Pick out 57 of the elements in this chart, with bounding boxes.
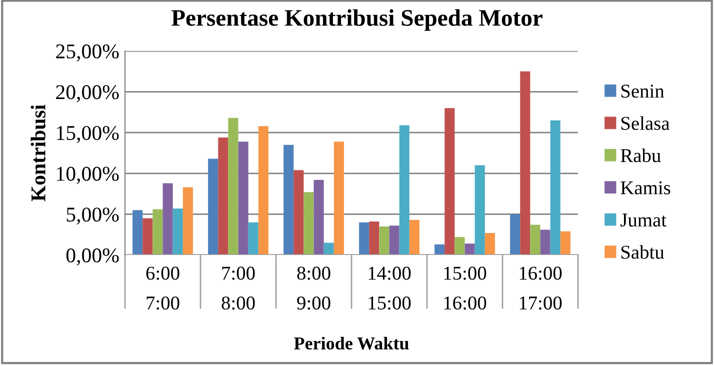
x-tick-label: 8:00 9:00 [297, 266, 330, 310]
x-tick-label: 15:00 16:00 [444, 266, 486, 310]
bar [248, 222, 258, 255]
bar [284, 144, 294, 255]
bar [218, 137, 228, 255]
bar [182, 187, 193, 255]
bar [359, 222, 370, 255]
bar [550, 120, 560, 255]
bar [389, 226, 400, 255]
x-tick-label: 7:00 8:00 [222, 266, 255, 310]
legend-label: Senin [621, 84, 664, 98]
bar [152, 209, 163, 255]
bar [314, 180, 324, 255]
y-tick-label: 10,00% [57, 166, 119, 184]
bar [304, 192, 314, 255]
y-tick-label: 15,00% [57, 126, 119, 144]
bar [379, 226, 390, 255]
bar [484, 232, 495, 255]
y-axis-title: Kontribusi [30, 104, 46, 202]
bar [228, 118, 238, 255]
y-tick-label: 25,00% [56, 44, 119, 62]
bar [399, 125, 410, 255]
bar [324, 242, 334, 255]
y-tick-label: 20,00% [56, 85, 119, 102]
bar [172, 208, 183, 255]
x-tick-label: 16:00 17:00 [520, 266, 562, 310]
legend-label: Rabu [620, 148, 661, 162]
bar [409, 220, 420, 255]
bar [540, 230, 550, 255]
bar [334, 142, 344, 255]
bar [294, 170, 304, 255]
bar [464, 244, 475, 255]
y-tick-label: 0,00% [66, 248, 119, 266]
x-tick-label: 6:00 7:00 [146, 266, 180, 310]
x-axis-title: Periode Waktu [294, 336, 409, 350]
legend-label: Kamis [620, 181, 670, 194]
legend-label: Jumat [620, 214, 666, 227]
bar [132, 210, 143, 255]
bar [258, 126, 268, 255]
bar [434, 244, 445, 255]
bar [444, 108, 455, 255]
x-tick-label: 14:00 15:00 [368, 266, 411, 310]
bar [520, 71, 530, 255]
chart-title: Persentase Kontribusi Sepeda Motor [171, 9, 542, 31]
bar [530, 224, 540, 255]
bar [474, 165, 485, 255]
bar [560, 231, 570, 255]
y-tick-label: 5,00% [66, 208, 119, 225]
bar [162, 183, 173, 255]
bar [454, 237, 465, 255]
legend-label: Selasa [621, 116, 670, 130]
bar [238, 142, 248, 255]
bar [142, 218, 153, 255]
bar [208, 158, 218, 255]
bar [369, 222, 380, 255]
legend-label: Sabtu [621, 245, 664, 259]
bar [510, 214, 520, 255]
